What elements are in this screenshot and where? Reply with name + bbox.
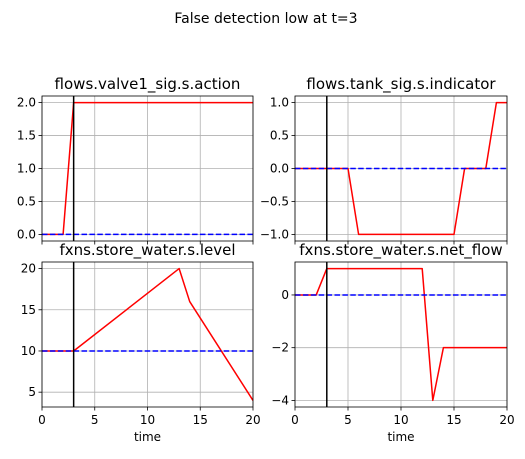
- chart-1: 0.0 0.5 1.0 1.5 2.0 flows.valve1_sig.s.action: [17, 75, 254, 245]
- chart-title: fxns.store_water.s.net_flow: [299, 241, 502, 260]
- y-tick-label: −1.0: [260, 227, 289, 241]
- chart-2: −1.0 −0.5 0.0 0.5 1.0 flows.tank_sig.s.indica…: [260, 75, 508, 245]
- y-tick-label: 10: [21, 344, 36, 358]
- y-tick-label: 1.0: [17, 162, 36, 176]
- x-tick-label: 15: [193, 413, 208, 427]
- x-tick-label: 20: [245, 413, 260, 427]
- y-tick-label: −2: [271, 341, 289, 355]
- y-tick-label: 0.0: [17, 227, 36, 241]
- chart-title: flows.tank_sig.s.indicator: [306, 75, 496, 94]
- y-tick-label: 2.0: [17, 96, 36, 110]
- y-tick-label: 15: [21, 303, 36, 317]
- x-tick-label: 0: [38, 413, 46, 427]
- y-tick-label: 1.5: [17, 129, 36, 143]
- x-tick-label: 5: [344, 413, 352, 427]
- x-tick-label: 5: [91, 413, 99, 427]
- y-tick-label: 0.5: [17, 194, 36, 208]
- y-tick-label: 0.5: [270, 129, 289, 143]
- figure-suptitle: False detection low at t=3: [174, 11, 357, 27]
- y-tick-label: 0: [281, 288, 289, 302]
- y-tick-label: −4: [271, 393, 289, 407]
- x-tick-label: 10: [393, 413, 408, 427]
- x-axis-label: time: [387, 430, 414, 444]
- chart-title: flows.valve1_sig.s.action: [55, 75, 241, 94]
- faulty-series-line: [295, 101, 507, 236]
- x-tick-label: 0: [291, 413, 299, 427]
- chart-4: 0 5 10 15 20 −4 −2 0 fxns.store_water.s.net_flow…: [271, 241, 514, 444]
- y-tick-label: 20: [21, 262, 36, 276]
- y-tick-label: 5: [28, 385, 36, 399]
- chart-3: 0 5 10 15 205101520fxns.store_water.s.levelt…: [21, 241, 261, 444]
- y-tick-label: −0.5: [260, 194, 289, 208]
- y-tick-label: 0.0: [270, 162, 289, 176]
- x-tick-label: 10: [140, 413, 155, 427]
- x-tick-label: 20: [499, 413, 514, 427]
- chart-title: fxns.store_water.s.level: [59, 241, 235, 260]
- x-axis-label: time: [134, 430, 161, 444]
- y-tick-label: 1.0: [270, 96, 289, 110]
- x-tick-label: 15: [446, 413, 461, 427]
